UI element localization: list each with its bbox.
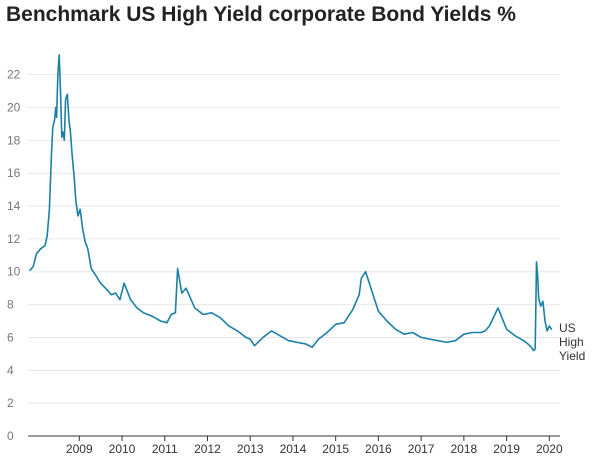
x-tick-label: 2019 [493,442,520,456]
x-tick-label: 2015 [322,442,349,456]
y-tick-label: 10 [7,265,21,279]
x-tick-label: 2014 [280,442,307,456]
y-tick-label: 6 [7,330,14,344]
chart-title: Benchmark US High Yield corporate Bond Y… [6,3,516,26]
x-tick-label: 2009 [66,442,93,456]
y-tick-label: 16 [7,166,21,180]
y-tick-label: 20 [7,100,21,114]
x-axis: 2009 2010 2011 2012 2013 2014 2015 2016 2017 2018… [28,435,563,456]
grid-lines [28,74,560,404]
y-tick-label: 12 [7,232,21,246]
y-tick-label: 2 [7,396,14,410]
x-tick-label: 2016 [365,442,392,456]
series-line [29,54,553,352]
y-tick-label: 14 [7,199,21,213]
x-tick-label: 2010 [109,442,136,456]
y-tick-label: 18 [7,133,21,147]
x-tick-label: 2017 [408,442,435,456]
y-axis-tick-labels: 0 2 4 6 8 10 12 14 16 18 20 22 [7,68,21,443]
series-label-line: US [559,321,576,335]
x-tick-label: 2013 [237,442,264,456]
y-tick-label: 22 [7,68,21,82]
x-tick-label: 2020 [536,442,563,456]
series-label-line: High [559,335,584,349]
series-layer [29,54,553,352]
x-tick-label: 2011 [152,442,178,456]
y-tick-label: 4 [7,363,14,377]
x-tick-label: 2018 [451,442,478,456]
x-tick-label: 2012 [194,442,221,456]
series-label-line: Yield [559,349,585,363]
y-tick-label: 0 [7,429,14,443]
y-tick-label: 8 [7,298,14,312]
